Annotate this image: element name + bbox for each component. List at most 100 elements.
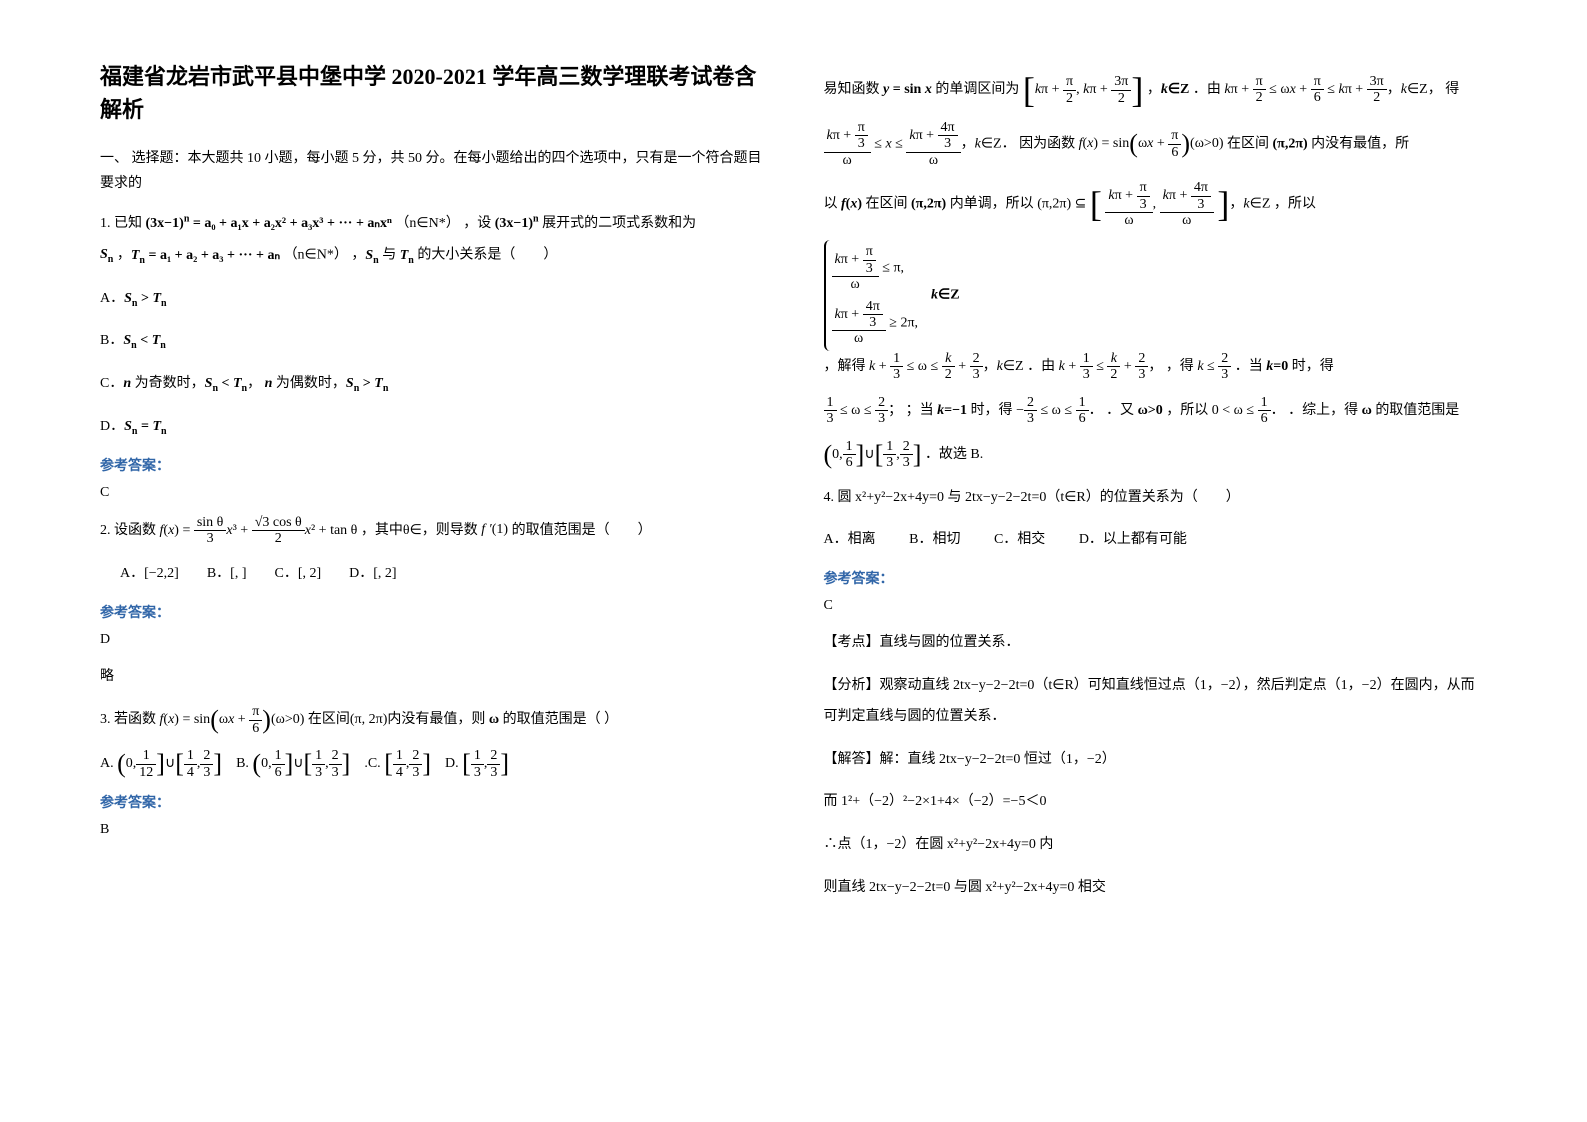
q4-jieda-2: 而 1²+（−2）²−2×1+4×（−2）=−5＜0 — [824, 787, 1488, 818]
r5-ineq2: k + 13 ≤ k2 + 23， — [1059, 351, 1163, 383]
r2b: 因为函数 — [1019, 136, 1075, 151]
r6e: ω>0 — [1138, 403, 1163, 418]
q4-answer: C — [824, 598, 1488, 614]
sol-brace: kπ + π3ω ≤ π, kπ + 4π3ω ≥ 2π, k∈Z ，解得 k … — [824, 240, 1488, 382]
q1-sn: Sn — [100, 240, 113, 271]
q4-fenxi: 【分析】观察动直线 2tx−y−2−2t=0（t∈R）可知直线恒过点（1，−2）… — [824, 671, 1488, 733]
r5g: 时，得 — [1292, 359, 1334, 374]
r6h-omega: ω — [1362, 403, 1372, 418]
q4-jieda-1: 【解答】解：直线 2tx−y−2−2t=0 恒过（1，−2） — [824, 745, 1488, 776]
r2d: 在区间 — [1227, 136, 1269, 151]
q1-formula-1: (3x−1)n = a₀ + a₁x + a₂x² + a₃x³ + ··· +… — [146, 208, 392, 239]
q4-jieda-4: 则直线 2tx−y−2−2t=0 与圆 x²+y²−2x+4y=0 相交 — [824, 873, 1488, 904]
q4-option-b: B．相切 — [909, 532, 960, 547]
r1g: 得 — [1445, 82, 1459, 97]
r2e: (π,2π) — [1272, 136, 1307, 151]
r5d: ，得 — [1166, 359, 1194, 374]
r6d: ．又 — [1106, 403, 1134, 418]
brace-system: kπ + π3ω ≤ π, kπ + 4π3ω ≥ 2π, — [824, 240, 925, 350]
q1-option-d: D．Sn = Tn — [100, 412, 764, 443]
q4-answer-label: 参考答案： — [824, 568, 1488, 588]
q3-omega: ω — [489, 712, 499, 727]
q1-set: ，设 — [463, 216, 491, 231]
r3-subset: (π,2π) ⊆ [ kπ + π3ω, kπ + 4π3ω ]，k∈Z — [1037, 180, 1270, 228]
q1-answer-label: 参考答案： — [100, 455, 764, 475]
q1-prefix: 1. 已知 — [100, 216, 142, 231]
r7a: ．故选 B. — [925, 447, 983, 462]
q4-option-d: D．以上都有可能 — [1079, 532, 1187, 547]
r5-ineq: k + 13 ≤ ω ≤ k2 + 23，k∈Z — [869, 351, 1024, 383]
q1-nin: （n∈N*） — [395, 216, 459, 231]
q1-l2c: （n∈N*） — [284, 248, 348, 263]
r1b: y = sin x — [883, 82, 932, 97]
r6-a: 13 ≤ ω ≤ 23； — [824, 395, 903, 427]
q2-mid: ，其中θ∈，则导数 — [361, 523, 478, 538]
r6-c: 0 < ω ≤ 16． — [1212, 395, 1285, 427]
q4-options: A．相离 B．相切 C．相交 D．以上都有可能 — [824, 525, 1488, 556]
sol-line-6: 13 ≤ ω ≤ 23； ；当 k=−1 时，得 −23 ≤ ω ≤ 16． ．… — [824, 395, 1488, 427]
q1-answer: C — [100, 485, 764, 501]
r5f: k=0 — [1266, 359, 1288, 374]
question-2: 2. 设函数 f(x) = sin θ3x³ + √3 cos θ2x² + t… — [100, 515, 764, 547]
sol-line-7: (0,16]∪[13,23] ．故选 B. — [824, 439, 1488, 471]
r3d: (π,2π) — [911, 196, 946, 211]
q3-answer: B — [100, 822, 764, 838]
r6a: ；当 — [906, 403, 934, 418]
q1-option-b: B．Sn < Tn — [100, 326, 764, 357]
sol-line-2: kπ + π3ω ≤ x ≤ kπ + 4π3ω，k∈Z． 因为函数 f(x) … — [824, 120, 1488, 168]
q1-option-a: A．Sn > Tn — [100, 284, 764, 315]
q1-tail: 展开式的二项式系数和为 — [542, 216, 696, 231]
question-1: 1. 已知 (3x−1)n = a₀ + a₁x + a₂x² + a₃x³ +… — [100, 208, 764, 271]
q3-prefix: 3. 若函数 — [100, 712, 156, 727]
r2f: 内没有最值，所 — [1311, 136, 1409, 151]
q3-formula: f(x) = sin(ωx + π6)(ω>0) — [160, 704, 305, 736]
r1e: ．由 — [1193, 82, 1221, 97]
q3-answer-label: 参考答案： — [100, 792, 764, 812]
q4-jieda-3: ∴点（1，−2）在圆 x²+y²−2x+4y=0 内 — [824, 830, 1488, 861]
q2-prefix: 2. 设函数 — [100, 523, 156, 538]
r2-frac: kπ + π3ω ≤ x ≤ kπ + 4π3ω，k∈Z． — [824, 120, 1016, 168]
r1-interval: [kπ + π2, kπ + 3π2] — [1023, 72, 1144, 108]
question-3: 3. 若函数 f(x) = sin(ωx + π6)(ω>0) 在区间(π, 2… — [100, 704, 764, 736]
section-1-heading: 一、 选择题：本大题共 10 小题，每小题 5 分，共 50 分。在每小题给出的… — [100, 146, 764, 196]
r1c: 的单调区间为 — [935, 82, 1019, 97]
q1-formula-2: (3x−1)n — [495, 208, 539, 239]
question-4: 4. 圆 x²+y²−2x+4y=0 与 2tx−y−2−2t=0（t∈R）的位… — [824, 483, 1488, 514]
sol-line-3: 以 f(x) 在区间 (π,2π) 内单调，所以 (π,2π) ⊆ [ kπ +… — [824, 180, 1488, 228]
r6c: 时，得 — [971, 403, 1013, 418]
q4-option-c: C．相交 — [994, 532, 1045, 547]
q1-l2b: ，Tn = a₁ + a₂ + a₃ + ··· + aₙ — [117, 248, 280, 263]
q2-answer-label: 参考答案： — [100, 602, 764, 622]
q4-option-a: A．相离 — [824, 532, 876, 547]
r6h: 的取值范围是 — [1375, 403, 1459, 418]
q2-extra: 略 — [100, 662, 764, 693]
sol-line-1: 易知函数 y = sin x 的单调区间为 [kπ + π2, kπ + 3π2… — [824, 72, 1488, 108]
q2-fp: f ′(1) — [481, 515, 508, 546]
r7-set: (0,16]∪[13,23] — [824, 439, 922, 471]
q2-formula: f(x) = sin θ3x³ + √3 cos θ2x² + tan θ — [160, 515, 358, 547]
exam-title: 福建省龙岩市武平县中堡中学 2020-2021 学年高三数学理联考试卷含解析 — [100, 60, 764, 126]
q3-tail2: 的取值范围是（ ） — [503, 712, 619, 727]
q2-options: A．[−2,2] B．[, ] C．[, 2] D．[, 2] — [120, 559, 764, 590]
q3-options: A. (0,112]∪[14,23] B. (0,16]∪[13,23] .C.… — [100, 748, 764, 780]
q1-l2e: 的大小关系是（ ） — [417, 248, 557, 263]
r3h: ，所以 — [1274, 196, 1316, 211]
r1d: ，k∈Z — [1147, 82, 1190, 97]
r3b: f(x) — [841, 196, 862, 211]
r6f: ，所以 — [1166, 403, 1208, 418]
r6-b: −23 ≤ ω ≤ 16． — [1016, 395, 1103, 427]
r2-f: f(x) = sin(ωx + π6)(ω>0) — [1079, 128, 1224, 160]
q2-tail: 的取值范围是（ ） — [512, 523, 652, 538]
r5-k: k ≤ 23 — [1197, 351, 1231, 383]
r3a: 以 — [824, 196, 838, 211]
r6b: k=−1 — [937, 403, 967, 418]
q1-option-c: C．n 为奇数时，Sn < Tn， n 为偶数时，Sn > Tn — [100, 369, 764, 400]
q1-l2d: ，Sn 与 Tn — [351, 248, 413, 263]
r1a: 易知函数 — [824, 82, 880, 97]
q4-kaodian: 【考点】直线与圆的位置关系． — [824, 628, 1488, 659]
q2-answer: D — [100, 632, 764, 648]
r5c: ．由 — [1027, 359, 1055, 374]
r3e: 内单调，所以 — [950, 196, 1034, 211]
r5a: ，解得 — [824, 359, 866, 374]
r5e: ．当 — [1235, 359, 1263, 374]
